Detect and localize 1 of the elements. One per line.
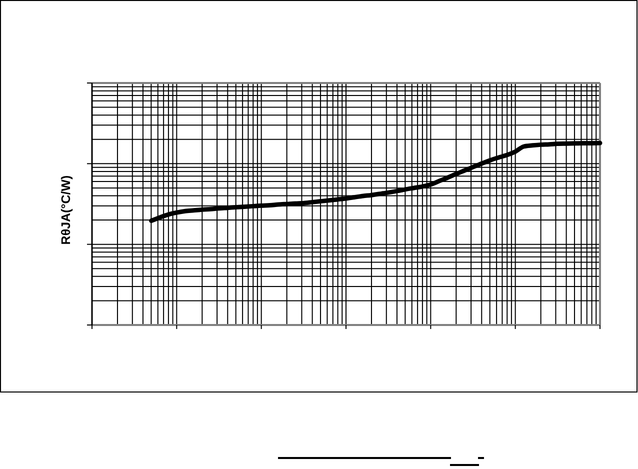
y-axis-title: RθJA(°C/W) — [59, 175, 73, 245]
